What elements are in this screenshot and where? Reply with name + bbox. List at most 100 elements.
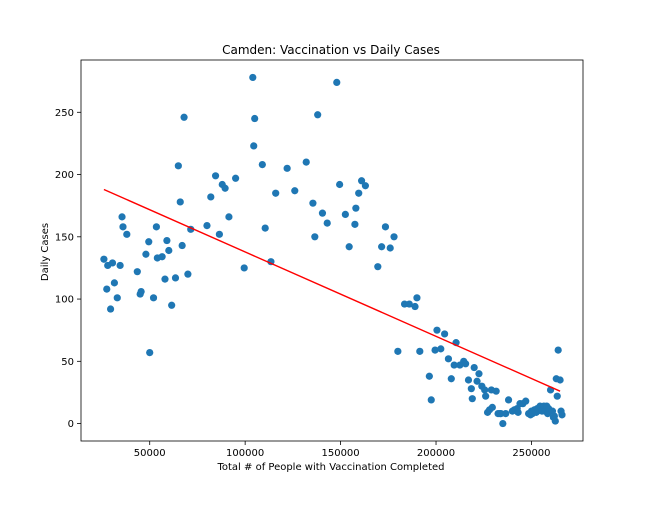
- data-point: [251, 114, 259, 123]
- data-point: [551, 417, 559, 425]
- data-point: [502, 410, 510, 418]
- data-point: [462, 360, 470, 368]
- data-point: [378, 243, 386, 251]
- data-point: [341, 210, 349, 218]
- data-point: [431, 346, 439, 354]
- data-point: [171, 274, 180, 282]
- data-point: [357, 177, 366, 185]
- data-point: [108, 259, 117, 267]
- data-point: [110, 279, 119, 287]
- data-point: [514, 408, 522, 416]
- data-point: [137, 287, 145, 296]
- x-axis-label: Total # of People with Vaccination Compl…: [216, 462, 444, 473]
- chart-title: Camden: Vaccination vs Daily Cases: [222, 43, 440, 57]
- data-point: [225, 213, 233, 221]
- plot-area: 50000 100000 150000 200000 250000 0 50 100 150 20…: [55, 59, 584, 459]
- data-point: [116, 261, 124, 270]
- data-point: [311, 233, 319, 241]
- data-point: [272, 189, 280, 197]
- data-point: [318, 209, 327, 217]
- data-point: [444, 355, 453, 363]
- data-point: [336, 180, 344, 189]
- data-point: [475, 370, 483, 378]
- data-point: [145, 238, 153, 246]
- data-point: [309, 199, 317, 207]
- data-point: [437, 345, 445, 353]
- data-point: [522, 397, 530, 405]
- data-point: [467, 385, 475, 393]
- data-point: [211, 172, 220, 180]
- data-point: [413, 294, 421, 302]
- data-point: [133, 268, 141, 276]
- y-tick-label: 0: [68, 419, 74, 430]
- data-point: [433, 326, 441, 334]
- data-point: [361, 182, 370, 190]
- data-point: [441, 330, 449, 338]
- x-tick-label: 250000: [512, 448, 550, 459]
- data-point: [499, 419, 507, 428]
- data-point: [261, 224, 269, 232]
- data-point: [283, 164, 291, 172]
- data-point: [481, 386, 489, 394]
- data-point: [374, 263, 382, 271]
- data-point: [470, 363, 478, 372]
- data-point: [103, 285, 111, 293]
- data-point: [184, 270, 192, 278]
- data-point: [215, 230, 223, 238]
- data-point: [180, 113, 188, 121]
- data-point: [203, 221, 211, 230]
- data-point: [553, 392, 561, 400]
- data-point: [556, 376, 564, 384]
- data-point: [447, 375, 455, 383]
- axes-frame: [80, 59, 584, 442]
- data-point: [163, 236, 171, 245]
- data-point: [149, 294, 158, 302]
- data-point: [333, 78, 341, 87]
- data-point: [250, 142, 258, 150]
- data-point: [118, 213, 126, 221]
- data-point: [427, 396, 435, 404]
- data-point: [249, 73, 257, 82]
- data-point: [100, 255, 108, 263]
- data-point: [165, 246, 173, 255]
- y-tick-label: 150: [55, 232, 74, 243]
- data-point: [142, 250, 150, 258]
- data-point: [464, 376, 473, 384]
- data-point: [168, 301, 176, 309]
- data-point: [314, 111, 322, 119]
- x-tick-label: 50000: [134, 448, 166, 459]
- data-point: [394, 347, 402, 355]
- data-point: [152, 223, 160, 231]
- data-point: [232, 174, 240, 182]
- data-point: [345, 243, 353, 251]
- data-point: [123, 230, 131, 238]
- data-point: [352, 204, 360, 212]
- data-point: [240, 264, 248, 272]
- data-point: [178, 241, 186, 250]
- trend-line: [103, 188, 561, 392]
- data-point: [416, 347, 424, 355]
- data-point: [425, 372, 433, 380]
- data-point: [558, 411, 566, 419]
- x-tick-label: 100000: [226, 448, 264, 459]
- y-tick-label: 250: [55, 108, 74, 119]
- data-point: [291, 187, 299, 195]
- data-point: [488, 403, 496, 411]
- data-point: [119, 223, 127, 231]
- data-point: [113, 294, 121, 302]
- data-point: [207, 193, 215, 201]
- data-point: [473, 377, 481, 385]
- data-point: [221, 184, 229, 192]
- data-point: [161, 275, 169, 283]
- data-point: [405, 300, 413, 308]
- data-point: [355, 189, 363, 197]
- data-point: [351, 220, 359, 228]
- data-point: [468, 395, 476, 403]
- data-point: [411, 302, 419, 311]
- data-point: [106, 305, 115, 313]
- data-point: [381, 223, 390, 231]
- data-point: [323, 219, 331, 227]
- data-point: [492, 387, 500, 395]
